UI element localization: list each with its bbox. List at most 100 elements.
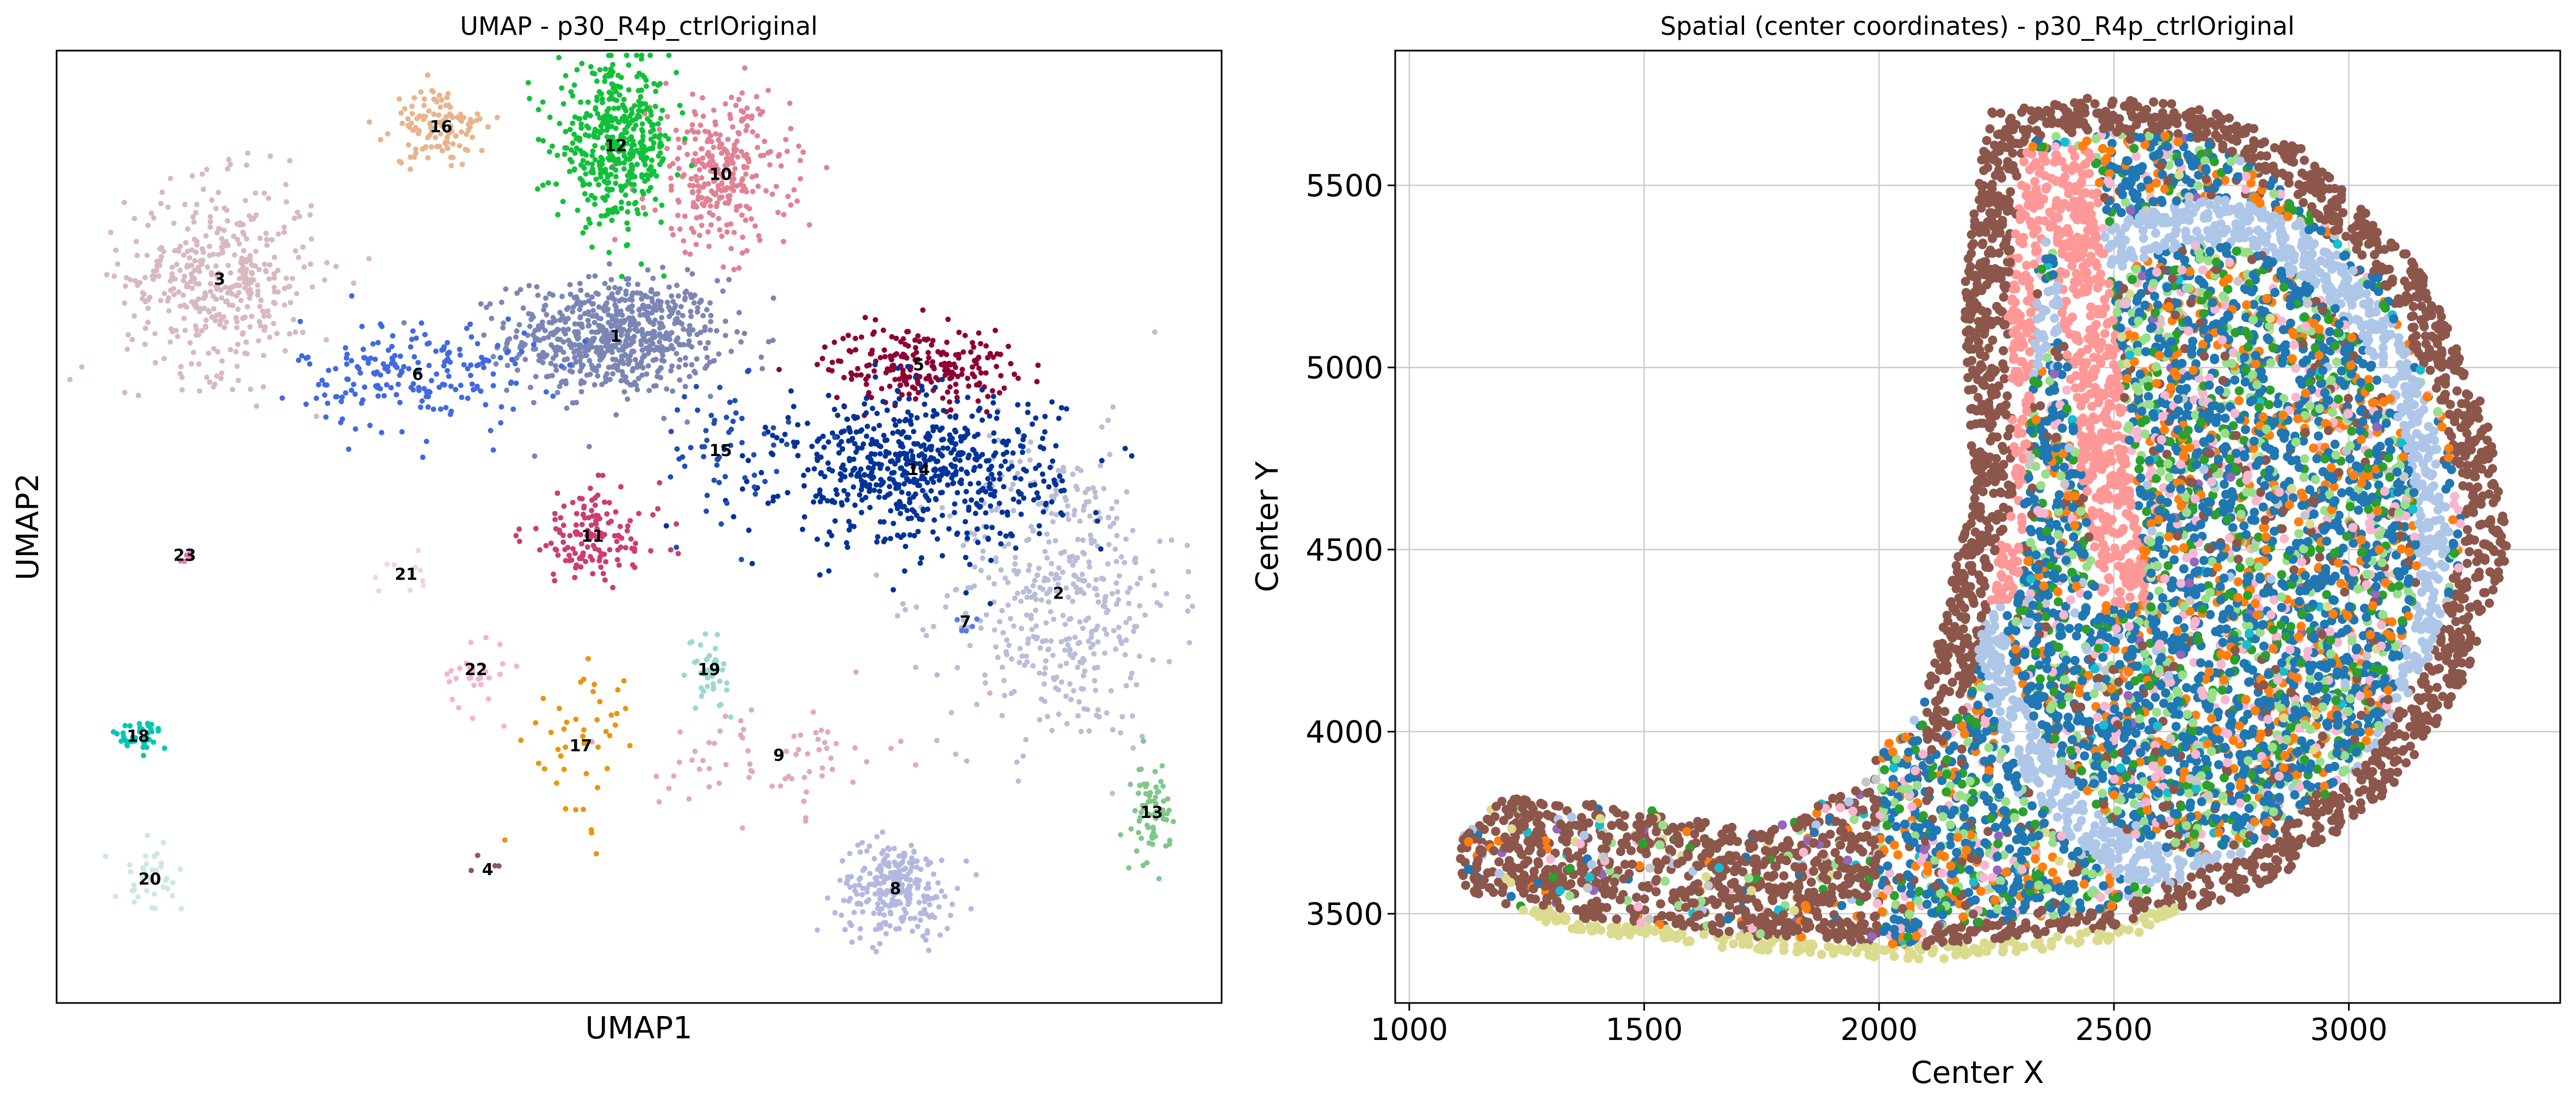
umap-point <box>987 466 993 472</box>
umap-point <box>232 252 238 258</box>
umap-point <box>1046 484 1052 490</box>
umap-point <box>1062 621 1068 627</box>
umap-point <box>873 927 879 932</box>
umap-point <box>689 639 695 645</box>
umap-point <box>552 578 558 584</box>
umap-point <box>244 162 250 168</box>
umap-point <box>293 329 298 335</box>
umap-point <box>936 904 942 910</box>
umap-point <box>562 145 568 151</box>
umap-point <box>962 333 968 338</box>
umap-point <box>578 287 584 293</box>
umap-point <box>1049 493 1055 499</box>
umap-point <box>689 91 695 97</box>
umap-point <box>941 408 946 414</box>
umap-point <box>1087 513 1093 519</box>
umap-point <box>729 94 735 100</box>
umap-point <box>481 365 486 371</box>
umap-point <box>1108 688 1114 694</box>
umap-point <box>873 949 879 955</box>
umap-point <box>1144 781 1150 787</box>
umap-point <box>589 244 595 250</box>
umap-point <box>500 661 506 667</box>
umap-point <box>202 323 208 329</box>
umap-point <box>425 404 431 410</box>
umap-point <box>704 151 710 157</box>
umap-point <box>765 88 771 94</box>
umap-point <box>543 543 549 549</box>
umap-cluster-label-21: 21 <box>395 565 417 584</box>
umap-point <box>957 479 963 485</box>
umap-point <box>908 413 914 418</box>
umap-point <box>619 318 625 324</box>
umap-point <box>917 917 923 923</box>
umap-point <box>1075 664 1081 670</box>
umap-point <box>657 81 663 87</box>
umap-point <box>1000 630 1006 636</box>
umap-point <box>623 545 628 551</box>
umap-point <box>1009 656 1015 662</box>
umap-point <box>184 281 190 287</box>
umap-point <box>723 333 729 338</box>
umap-point <box>1093 494 1099 500</box>
umap-point <box>664 145 670 151</box>
umap-point <box>1099 575 1105 581</box>
umap-point <box>893 483 899 489</box>
umap-point <box>468 639 474 645</box>
umap-point <box>1086 583 1092 588</box>
umap-point <box>681 172 687 178</box>
umap-point <box>717 384 723 390</box>
umap-point <box>613 412 619 418</box>
umap-point <box>606 250 612 255</box>
umap-point <box>430 89 436 95</box>
umap-point <box>829 359 835 365</box>
umap-point <box>606 106 612 112</box>
umap-point <box>535 760 541 766</box>
umap-point <box>958 466 964 472</box>
umap-point <box>846 519 852 525</box>
umap-point <box>469 867 474 873</box>
umap-point <box>1134 848 1139 854</box>
umap-point <box>234 293 239 299</box>
umap-point <box>803 815 809 821</box>
umap-point <box>723 762 729 767</box>
umap-point <box>266 276 272 282</box>
umap-point <box>982 680 988 686</box>
umap-point <box>110 729 116 735</box>
umap-point <box>486 358 491 364</box>
umap-point <box>724 687 730 693</box>
umap-point <box>1110 404 1116 410</box>
umap-point <box>699 195 705 201</box>
umap-point <box>743 171 749 177</box>
umap-point <box>800 149 806 155</box>
umap-point <box>1070 471 1076 477</box>
umap-point <box>220 250 225 256</box>
umap-point <box>1152 329 1158 335</box>
umap-point <box>698 122 704 128</box>
umap-cluster-label-4: 4 <box>482 860 494 879</box>
umap-point <box>677 729 683 735</box>
umap-point <box>389 360 395 366</box>
umap-point <box>230 303 236 309</box>
umap-point <box>1067 681 1073 687</box>
umap-point <box>575 207 581 213</box>
umap-point <box>209 197 215 203</box>
umap-point <box>459 395 465 401</box>
umap-point <box>817 487 823 493</box>
umap-point <box>728 714 734 720</box>
umap-point <box>862 865 868 871</box>
umap-point <box>133 238 139 244</box>
umap-point <box>608 171 614 177</box>
umap-point <box>934 411 940 417</box>
umap-point <box>652 103 658 109</box>
umap-point <box>602 577 608 583</box>
umap-point <box>182 328 188 334</box>
umap-point <box>927 902 933 908</box>
umap-point <box>897 383 903 389</box>
umap-point <box>920 933 926 939</box>
umap-point <box>181 316 187 322</box>
umap-point <box>639 188 645 194</box>
umap-point <box>553 367 559 373</box>
umap-point <box>739 234 745 240</box>
umap-point <box>655 121 661 127</box>
